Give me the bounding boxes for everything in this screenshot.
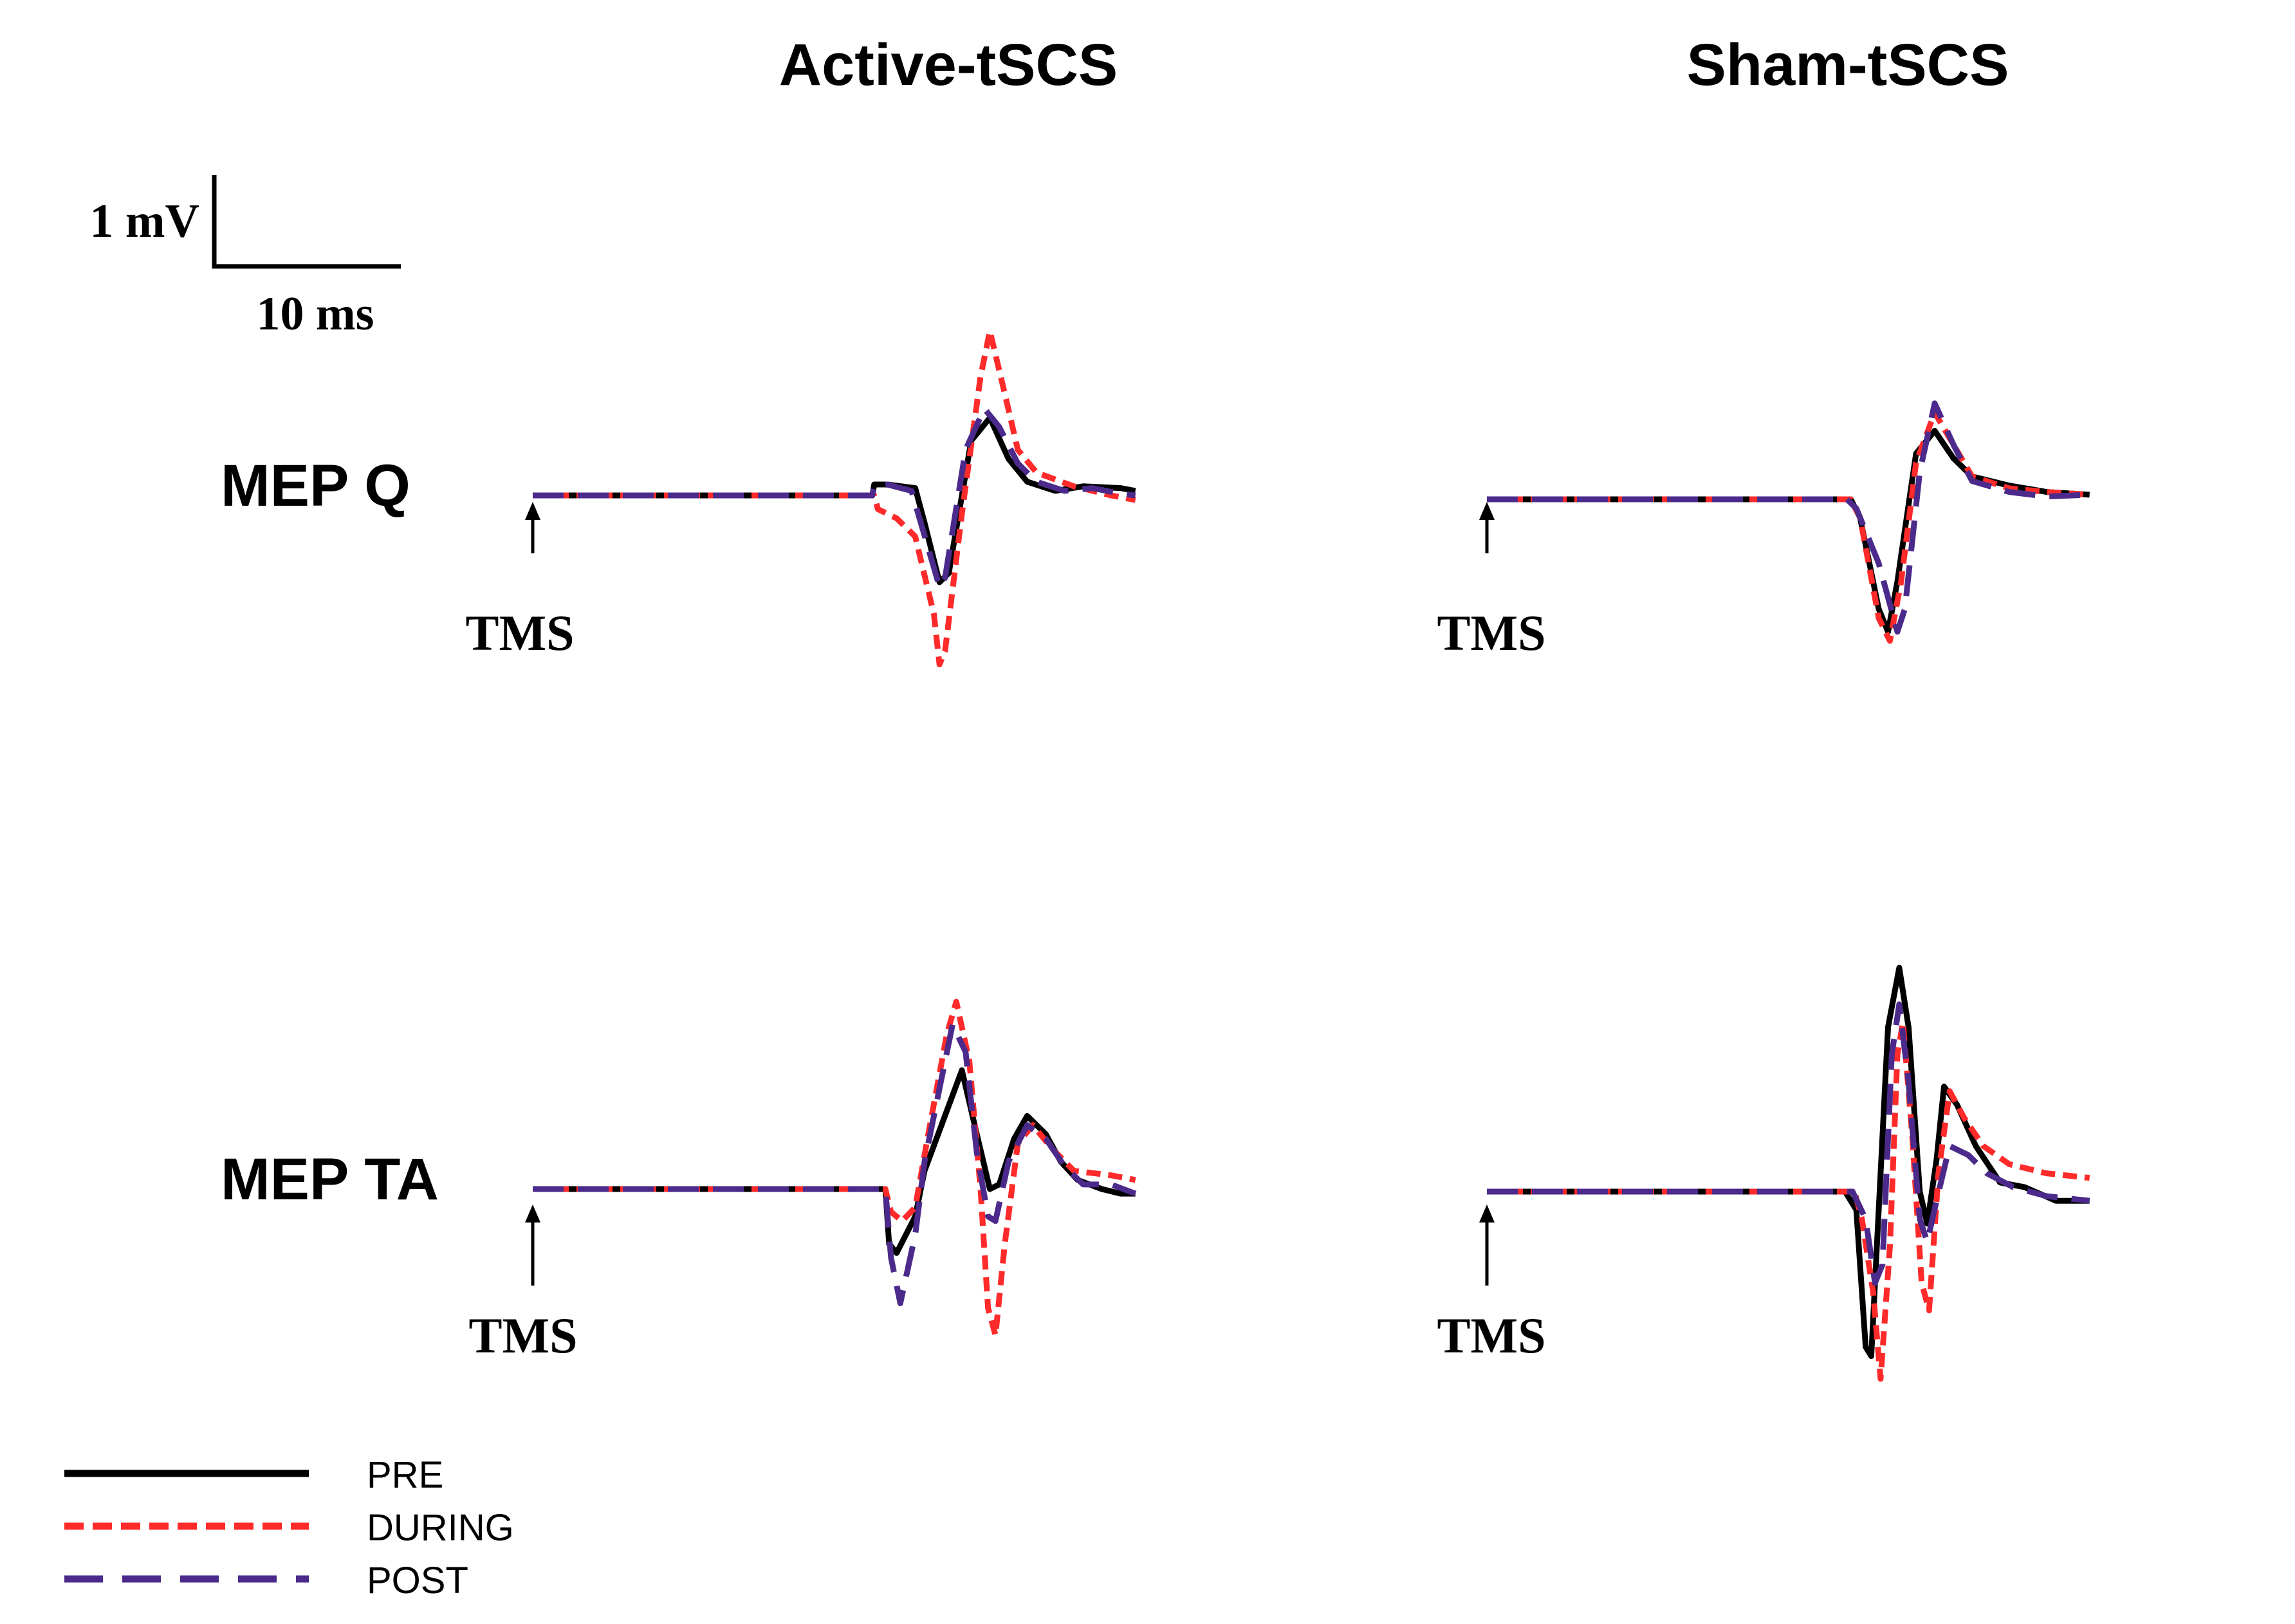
trace-post [1487,400,2090,635]
trace-post [1487,1001,2090,1286]
legend-label-post: POST [367,1560,468,1601]
scale-bar-amplitude-label: 1 mV [89,195,199,248]
scale-bar-lines [212,175,401,269]
tms-arrowhead [525,1204,540,1223]
legend-label-pre: PRE [367,1454,443,1496]
tms-label: TMS [1437,1307,1545,1363]
tms-marker-active-q: TMS [465,502,575,661]
tms-arrowhead [525,502,540,520]
trace-post [533,1021,1137,1306]
tms-label: TMS [468,1307,577,1363]
scale-bar-time-label: 10 ms [257,288,374,340]
tms-marker-active-ta: TMS [468,1204,578,1363]
trace-pre [533,414,1136,586]
tms-marker-sham-q: TMS [1437,502,1546,661]
tms-arrowhead [1479,1204,1495,1223]
trace-during [533,328,1136,668]
row-label-mep-q: MEP Q [221,453,410,519]
tms-label: TMS [1437,605,1545,661]
row-label-mep-ta: MEP TA [221,1147,439,1212]
legend: PRE DURING POST [64,1454,514,1601]
scale-bar: 1 mV 10 ms [89,175,401,340]
trace-during [1487,1019,2090,1382]
column-title-active: Active-tSCS [779,32,1118,98]
panel-sham-mep-ta [1487,964,2090,1382]
tms-marker-sham-ta: TMS [1437,1204,1546,1363]
trace-during [533,999,1136,1338]
legend-label-during: DURING [367,1507,514,1549]
column-title-sham: Sham-tSCS [1687,32,2009,98]
panel-sham-mep-q [1487,400,2090,644]
tms-arrowhead [1479,502,1495,520]
panel-active-mep-ta [533,999,1137,1338]
trace-pre [1487,964,2090,1360]
tms-label: TMS [465,605,574,661]
trace-during [1487,409,2090,644]
panel-active-mep-q [533,328,1136,668]
trace-pre [533,1067,1136,1256]
trace-pre [1487,428,2090,635]
